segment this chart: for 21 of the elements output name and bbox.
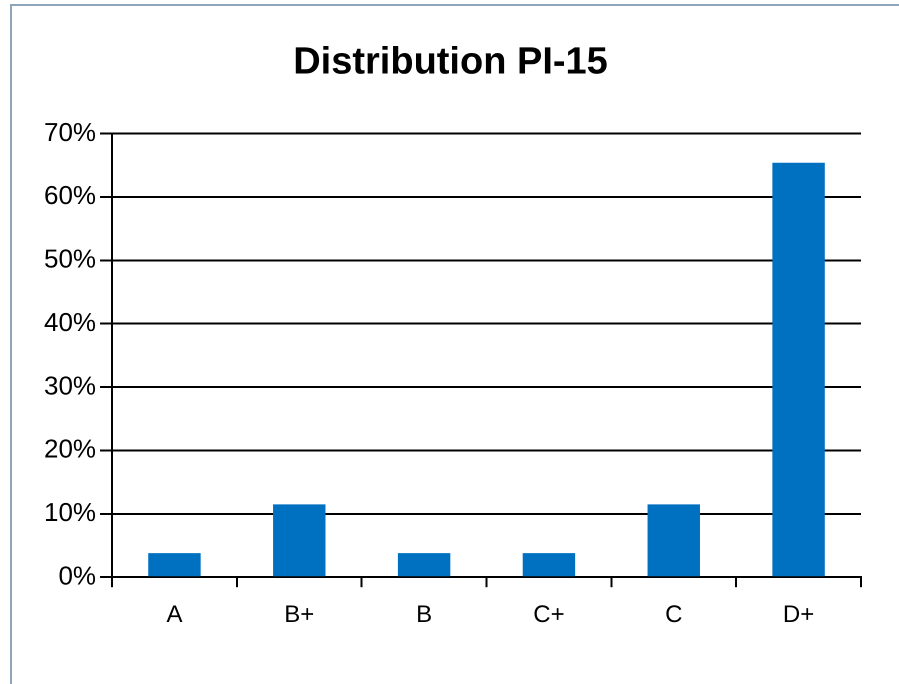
bar [398, 553, 450, 576]
y-tick-label: 20% [44, 434, 96, 464]
y-tick-label: 0% [58, 560, 96, 590]
bar [273, 504, 326, 576]
y-tick-label: 70% [44, 116, 96, 147]
chart-title: Distribution PI-15 [293, 40, 608, 82]
bar [522, 553, 576, 576]
x-tick-label: B [416, 601, 432, 628]
y-tick-label: 60% [44, 180, 96, 210]
y-tick-label: 30% [44, 370, 96, 400]
y-tick-label: 10% [44, 497, 96, 527]
bar [648, 504, 700, 576]
x-tick-label: C [665, 601, 682, 628]
bar [148, 553, 201, 576]
bar [772, 162, 825, 576]
y-tick-label: 40% [44, 306, 96, 337]
y-tick-label: 50% [44, 244, 96, 274]
x-tick-label: A [166, 601, 182, 628]
x-tick-label: C+ [533, 601, 565, 628]
x-tick-label: B+ [284, 601, 314, 628]
x-tick-label: D+ [782, 601, 814, 628]
